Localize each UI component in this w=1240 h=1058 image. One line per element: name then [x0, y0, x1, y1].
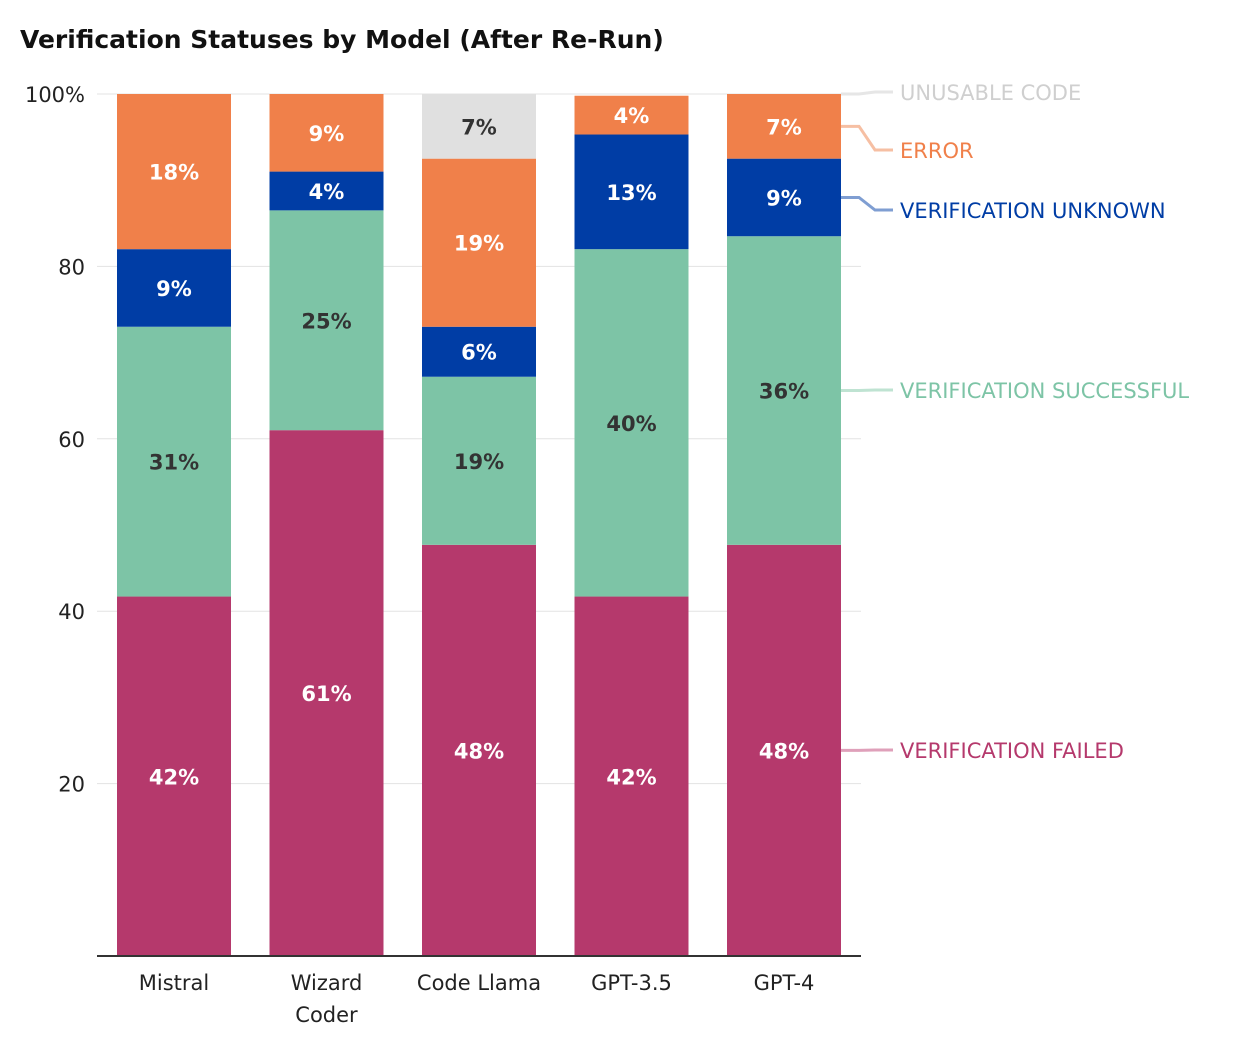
y-tick-label: 40 [58, 600, 85, 624]
x-tick-label: Code Llama [417, 971, 541, 995]
bar-segment [117, 94, 231, 250]
data-label: 7% [766, 115, 802, 139]
bar-segment [574, 596, 689, 956]
data-label: 4% [309, 180, 345, 204]
y-tick-label: 20 [58, 773, 85, 797]
data-label: 25% [301, 309, 351, 333]
bar-segment [117, 596, 231, 956]
bar-segment [117, 326, 231, 597]
data-label: 19% [454, 450, 504, 474]
bar-segment [117, 249, 231, 327]
y-tick-label: 60 [58, 428, 85, 452]
data-label: 19% [454, 232, 504, 256]
bar-segment [574, 95, 689, 135]
x-tick-label: GPT-3.5 [591, 971, 672, 995]
legend-entry: VERIFICATION SUCCESSFUL [900, 379, 1189, 403]
y-axis: 20 40 60 80 100% [25, 83, 85, 797]
legend-leader-line [841, 388, 893, 393]
data-label: 48% [759, 739, 809, 763]
y-tick-label: 100% [25, 83, 85, 107]
legend-entry: VERIFICATION FAILED [900, 739, 1124, 763]
x-tick-label: GPT-4 [754, 971, 815, 995]
data-label: 31% [149, 451, 199, 475]
bar-segment [727, 158, 841, 237]
legend-leader-line [841, 90, 893, 96]
y-tick-label: 80 [58, 255, 85, 279]
x-tick-label: Wizard Coder [291, 971, 363, 1027]
legend: VERIFICATION FAILED VERIFICATION SUCCESSF… [841, 81, 1189, 763]
data-label: 42% [606, 765, 656, 789]
data-label: 4% [614, 104, 650, 128]
bar-segment [574, 134, 689, 250]
bar-segment [422, 158, 536, 327]
data-label: 40% [606, 412, 656, 436]
bars [117, 94, 841, 956]
data-label: 48% [454, 739, 504, 763]
data-label: 6% [461, 341, 497, 365]
data-label: 9% [766, 186, 802, 210]
legend-leader-line [841, 195, 893, 212]
bar-segment [574, 249, 689, 597]
data-label: 13% [606, 181, 656, 205]
data-label: 9% [156, 277, 192, 301]
x-tick-label: Mistral [139, 971, 209, 995]
bar-segment [269, 171, 384, 211]
data-label: 9% [309, 122, 345, 146]
bar-segment [269, 210, 384, 431]
data-label: 18% [149, 161, 199, 185]
bar-segment [422, 326, 536, 377]
segment-labels: 42% 31% 9% 18% 61% 25% 4% 9% 48% 19% 6% 19% 7% 42% 40%… [149, 104, 809, 789]
bar-segment [727, 544, 841, 956]
bar-segment [422, 376, 536, 545]
bar-segment [269, 94, 384, 172]
data-label: 61% [301, 682, 351, 706]
data-label: 36% [759, 380, 809, 404]
bar-segment [727, 236, 841, 545]
data-label: 42% [149, 765, 199, 789]
bar-segment [422, 544, 536, 956]
chart-title: Verification Statuses by Model (After Re… [20, 25, 664, 54]
bar-segment [422, 94, 536, 159]
legend-leader-line [841, 124, 893, 152]
bar-segment [269, 430, 384, 956]
data-label: 7% [461, 115, 497, 139]
legend-entry: VERIFICATION UNKNOWN [900, 199, 1166, 223]
x-axis: Mistral Wizard Coder Code Llama GPT-3.5 GPT-4 [139, 971, 815, 1027]
legend-entry: ERROR [900, 139, 974, 163]
legend-entry: UNUSABLE CODE [900, 81, 1081, 105]
bar-segment [727, 94, 841, 159]
